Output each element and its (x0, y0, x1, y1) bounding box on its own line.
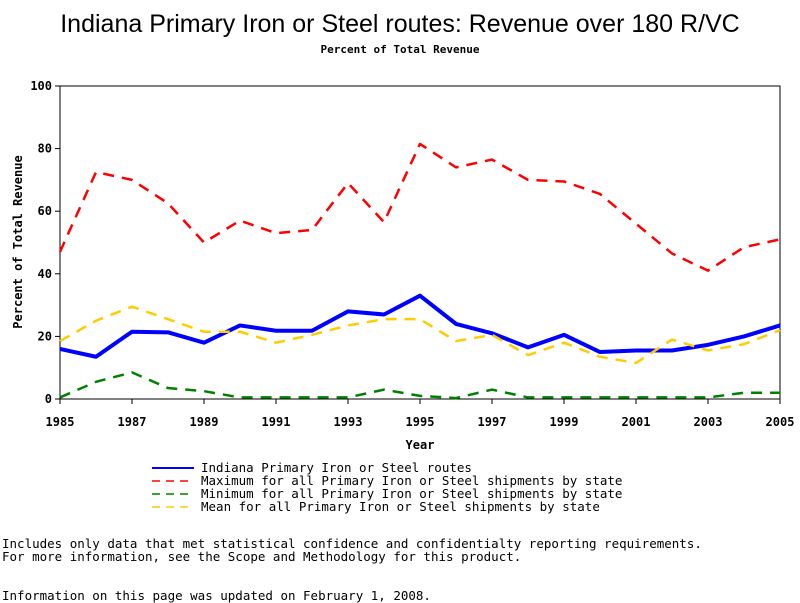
y-tick-label: 80 (38, 142, 52, 156)
x-axis-label: Year (406, 438, 435, 452)
series-line-2 (59, 371, 780, 400)
footnote-confidence: Includes only data that met statistical … (2, 536, 702, 551)
x-tick-label: 2005 (766, 415, 795, 429)
series-line-1 (58, 142, 781, 272)
y-tick-label: 60 (38, 204, 52, 218)
series-lines (58, 142, 781, 400)
x-tick-label: 2001 (622, 415, 651, 429)
footnote-updated: Information on this page was updated on … (2, 588, 431, 603)
x-tick-label: 1993 (334, 415, 363, 429)
y-tick-label: 20 (38, 329, 52, 343)
x-tick-label: 1995 (406, 415, 435, 429)
series-line-0 (59, 293, 781, 359)
x-tick-label: 1985 (46, 415, 75, 429)
x-tick-label: 1987 (118, 415, 147, 429)
x-axis: 1985 1987 1989 1991 1993 1995 1997 1999 2001 2003… (46, 399, 795, 429)
series-line-3 (59, 305, 781, 365)
y-tick-label: 0 (45, 392, 52, 406)
y-axis: 0 20 40 60 80 100 (30, 79, 60, 406)
chart-subtitle: Percent of Total Revenue (321, 43, 480, 56)
legend-entry-label: Maximum for all Primary Iron or Steel sh… (201, 473, 622, 488)
legend-entry-label: Indiana Primary Iron or Steel routes (201, 460, 472, 475)
chart-title: Indiana Primary Iron or Steel routes: Re… (60, 10, 740, 38)
x-tick-label: 1997 (478, 415, 507, 429)
legend: Indiana Primary Iron or Steel routesMaxi… (152, 460, 622, 514)
x-tick-label: 1989 (190, 415, 219, 429)
x-tick-label: 1999 (550, 415, 579, 429)
x-tick-label: 1991 (262, 415, 291, 429)
x-tick-label: 2003 (694, 415, 723, 429)
y-tick-label: 100 (30, 79, 52, 93)
footnote-methodology: For more information, see the Scope and … (2, 549, 522, 564)
legend-entry-label: Mean for all Primary Iron or Steel shipm… (201, 499, 600, 514)
y-axis-label: Percent of Total Revenue (11, 155, 25, 328)
y-tick-label: 40 (38, 267, 52, 281)
legend-entry-label: Minimum for all Primary Iron or Steel sh… (201, 486, 622, 501)
